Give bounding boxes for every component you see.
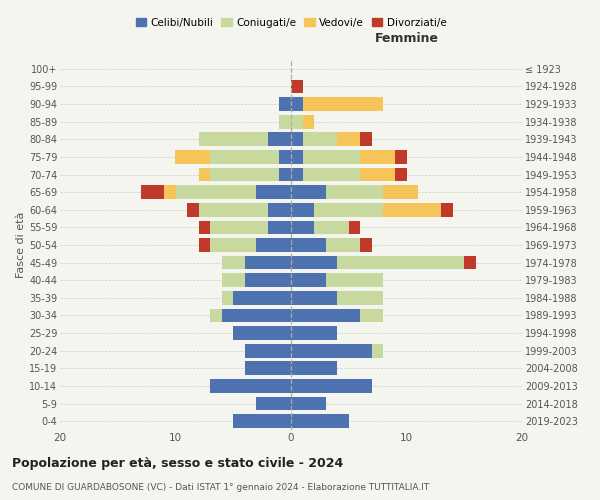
Bar: [291, 274, 326, 287]
Bar: [291, 97, 302, 111]
Bar: [302, 168, 360, 181]
Bar: [337, 291, 383, 304]
Bar: [245, 274, 291, 287]
Bar: [280, 97, 291, 111]
Bar: [268, 203, 291, 216]
Bar: [210, 150, 280, 164]
Bar: [210, 308, 222, 322]
Bar: [337, 256, 464, 270]
Bar: [210, 238, 256, 252]
Bar: [383, 203, 441, 216]
Bar: [199, 238, 210, 252]
Bar: [210, 379, 291, 393]
Bar: [314, 203, 383, 216]
Bar: [141, 186, 164, 199]
Bar: [256, 238, 291, 252]
Bar: [280, 150, 291, 164]
Bar: [291, 203, 314, 216]
Bar: [291, 150, 302, 164]
Bar: [291, 168, 302, 181]
Bar: [395, 150, 407, 164]
Bar: [268, 132, 291, 146]
Legend: Celibi/Nubili, Coniugati/e, Vedovi/e, Divorziati/e: Celibi/Nubili, Coniugati/e, Vedovi/e, Di…: [131, 14, 451, 32]
Bar: [314, 220, 349, 234]
Bar: [222, 291, 233, 304]
Bar: [291, 291, 337, 304]
Bar: [199, 168, 210, 181]
Bar: [326, 274, 383, 287]
Bar: [233, 326, 291, 340]
Bar: [291, 238, 326, 252]
Bar: [291, 80, 302, 94]
Bar: [291, 220, 314, 234]
Bar: [291, 256, 337, 270]
Bar: [291, 379, 372, 393]
Text: Femmine: Femmine: [374, 32, 439, 45]
Text: COMUNE DI GUARDABOSONE (VC) - Dati ISTAT 1° gennaio 2024 - Elaborazione TUTTITAL: COMUNE DI GUARDABOSONE (VC) - Dati ISTAT…: [12, 482, 429, 492]
Bar: [245, 256, 291, 270]
Bar: [360, 168, 395, 181]
Bar: [291, 132, 302, 146]
Bar: [222, 274, 245, 287]
Bar: [175, 150, 210, 164]
Y-axis label: Fasce di età: Fasce di età: [16, 212, 26, 278]
Bar: [326, 238, 360, 252]
Bar: [280, 115, 291, 128]
Bar: [222, 256, 245, 270]
Bar: [256, 396, 291, 410]
Bar: [302, 97, 383, 111]
Bar: [245, 344, 291, 358]
Bar: [210, 168, 280, 181]
Bar: [291, 115, 302, 128]
Bar: [302, 150, 360, 164]
Bar: [210, 220, 268, 234]
Bar: [349, 220, 360, 234]
Text: Popolazione per età, sesso e stato civile - 2024: Popolazione per età, sesso e stato civil…: [12, 458, 343, 470]
Bar: [291, 396, 326, 410]
Bar: [372, 344, 383, 358]
Bar: [360, 132, 372, 146]
Bar: [302, 132, 337, 146]
Bar: [337, 132, 360, 146]
Bar: [360, 150, 395, 164]
Bar: [291, 326, 337, 340]
Bar: [199, 220, 210, 234]
Bar: [164, 186, 176, 199]
Bar: [199, 132, 268, 146]
Bar: [233, 291, 291, 304]
Bar: [280, 168, 291, 181]
Bar: [222, 308, 291, 322]
Bar: [199, 203, 268, 216]
Bar: [268, 220, 291, 234]
Bar: [291, 362, 337, 375]
Bar: [360, 308, 383, 322]
Bar: [302, 115, 314, 128]
Bar: [395, 168, 407, 181]
Y-axis label: Anni di nascita: Anni di nascita: [597, 204, 600, 286]
Bar: [464, 256, 476, 270]
Bar: [441, 203, 453, 216]
Bar: [383, 186, 418, 199]
Bar: [256, 186, 291, 199]
Bar: [291, 186, 326, 199]
Bar: [291, 414, 349, 428]
Bar: [326, 186, 383, 199]
Bar: [245, 362, 291, 375]
Bar: [233, 414, 291, 428]
Bar: [360, 238, 372, 252]
Bar: [176, 186, 256, 199]
Bar: [291, 344, 372, 358]
Bar: [187, 203, 199, 216]
Bar: [291, 308, 360, 322]
